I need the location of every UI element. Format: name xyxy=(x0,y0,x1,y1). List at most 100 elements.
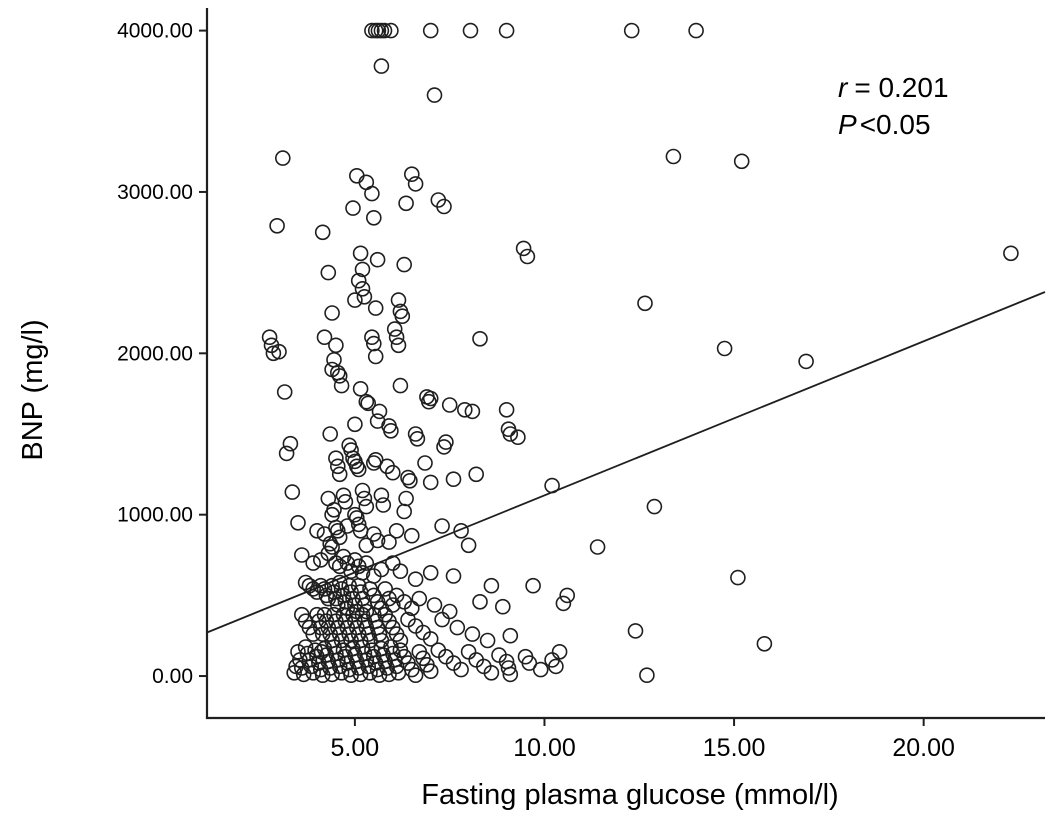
r-symbol: r xyxy=(838,72,849,103)
data-point xyxy=(730,569,746,586)
data-point xyxy=(627,623,644,639)
data-point xyxy=(441,603,458,620)
data-point xyxy=(422,474,439,491)
data-point xyxy=(502,666,519,683)
data-point xyxy=(521,655,538,671)
data-point xyxy=(394,308,411,325)
data-point xyxy=(335,487,352,504)
data-point xyxy=(502,627,519,644)
data-point xyxy=(502,426,519,442)
data-point xyxy=(305,555,322,571)
x-tick-label: 20.00 xyxy=(892,734,955,762)
data-point xyxy=(354,280,371,297)
data-point xyxy=(426,597,443,613)
data-point xyxy=(322,426,339,442)
data-point xyxy=(422,22,439,39)
data-point xyxy=(479,632,496,649)
data-point xyxy=(398,490,414,507)
data-point xyxy=(464,626,481,642)
data-point xyxy=(367,300,384,316)
data-point xyxy=(388,329,405,346)
r-value: = 0.201 xyxy=(854,72,948,103)
data-point xyxy=(364,22,380,39)
data-point xyxy=(555,595,572,612)
data-point xyxy=(343,442,359,458)
data-point xyxy=(376,22,393,39)
data-point xyxy=(500,660,517,676)
data-point xyxy=(274,150,291,166)
data-point xyxy=(422,663,439,680)
data-point xyxy=(460,537,477,554)
y-tick-label: 4000.00 xyxy=(117,20,193,43)
regression-line xyxy=(206,291,1046,634)
data-point xyxy=(798,353,814,370)
data-point xyxy=(322,535,339,552)
data-point xyxy=(373,487,390,504)
data-point xyxy=(422,631,439,647)
data-point xyxy=(1003,245,1019,262)
data-point xyxy=(472,330,488,347)
data-point xyxy=(422,390,439,407)
data-point xyxy=(360,658,377,675)
data-point xyxy=(326,501,342,518)
data-point xyxy=(358,537,375,554)
x-tick-label: 15.00 xyxy=(703,734,766,762)
p-symbol: P xyxy=(838,109,857,140)
data-point xyxy=(449,619,466,636)
data-point xyxy=(434,518,450,534)
data-point xyxy=(365,335,382,352)
data-point xyxy=(462,22,479,39)
data-point xyxy=(350,272,367,289)
data-point xyxy=(354,261,371,278)
data-point xyxy=(367,348,384,365)
data-point xyxy=(498,401,515,418)
data-point xyxy=(392,563,409,580)
data-point xyxy=(409,430,426,447)
data-point xyxy=(328,450,344,467)
data-point xyxy=(403,166,420,182)
data-point xyxy=(350,461,367,478)
data-point xyxy=(358,393,375,410)
data-point xyxy=(316,581,333,597)
data-point xyxy=(290,643,306,660)
regression-layer xyxy=(206,291,1046,634)
data-point xyxy=(445,568,462,584)
x-tick-label: 5.00 xyxy=(331,734,380,762)
data-point xyxy=(356,490,373,507)
data-point xyxy=(453,522,469,539)
data-point xyxy=(265,345,282,362)
data-point xyxy=(312,577,329,594)
data-point xyxy=(639,667,655,684)
data-point xyxy=(384,597,401,613)
data-point xyxy=(360,395,377,412)
data-point xyxy=(407,667,424,684)
data-point xyxy=(392,377,409,394)
data-point xyxy=(548,658,564,675)
data-point xyxy=(515,240,532,257)
data-point xyxy=(309,522,325,539)
data-point xyxy=(313,643,330,660)
data-point xyxy=(356,288,373,305)
data-point xyxy=(328,519,344,536)
data-point xyxy=(398,195,414,212)
data-point xyxy=(364,185,380,202)
data-point xyxy=(384,464,401,481)
data-point xyxy=(441,397,458,413)
data-point xyxy=(402,472,418,489)
data-point xyxy=(532,661,549,678)
data-point xyxy=(498,22,515,39)
data-point xyxy=(756,635,773,652)
data-point xyxy=(456,401,473,418)
data-point xyxy=(373,58,390,74)
data-point xyxy=(331,368,348,384)
data-point xyxy=(403,527,420,544)
data-point xyxy=(403,600,420,617)
data-point xyxy=(352,245,369,262)
data-point xyxy=(329,458,346,475)
data-point xyxy=(324,305,340,321)
data-point xyxy=(320,545,337,562)
data-point xyxy=(460,643,477,660)
data-point xyxy=(396,256,413,273)
y-tick-label: 1000.00 xyxy=(117,504,193,527)
